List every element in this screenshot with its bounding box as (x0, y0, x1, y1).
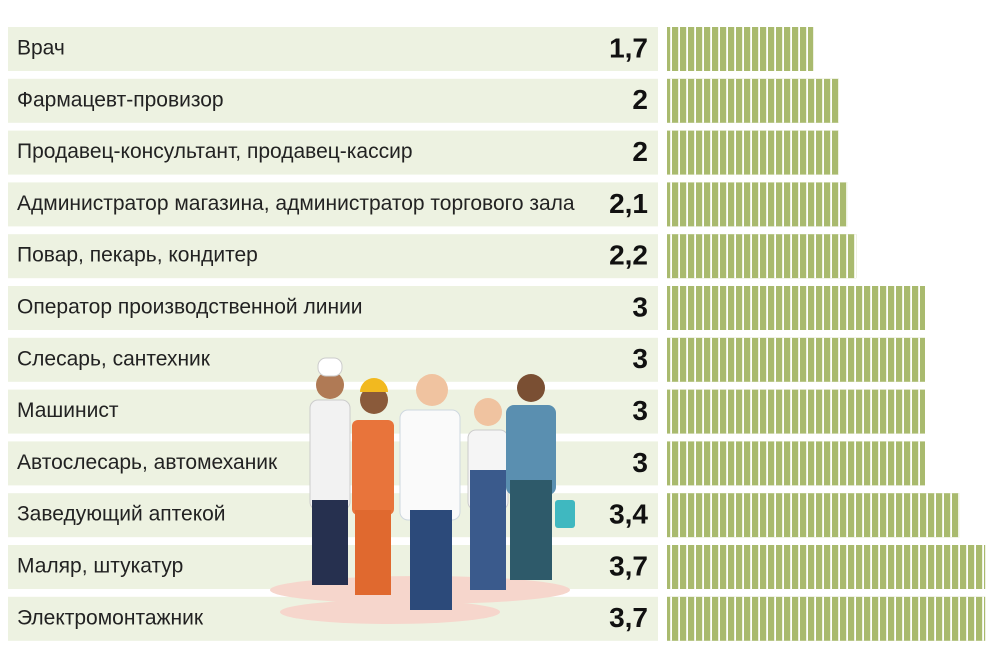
row-background (8, 27, 658, 71)
bar-stripes (667, 27, 814, 71)
category-label: Маляр, штукатур (17, 555, 183, 578)
value-label: 3,7 (609, 550, 648, 581)
bar-stripes (667, 337, 925, 382)
row-background (8, 234, 658, 279)
bar-stripes (667, 130, 839, 175)
value-label: 2 (632, 84, 648, 115)
bar-stripes (667, 441, 925, 486)
bar-stripes (667, 493, 960, 538)
bar-stripes (667, 234, 857, 279)
value-label: 2,2 (609, 240, 648, 271)
bar-stripes (667, 545, 986, 589)
row-background (8, 182, 658, 227)
category-label: Фармацевт-провизор (17, 88, 224, 111)
category-label: Администратор магазина, администратор то… (17, 192, 575, 215)
category-label: Заведующий аптекой (17, 503, 226, 526)
category-label: Врач (17, 37, 65, 60)
value-label: 3 (632, 291, 648, 322)
category-label: Машинист (17, 399, 119, 422)
value-label: 3 (632, 395, 648, 426)
value-label: 3 (632, 447, 648, 478)
bar-stripes (667, 389, 925, 434)
bar-stripes (667, 596, 986, 641)
row-background (8, 286, 658, 330)
row-background (8, 78, 658, 123)
row-background (8, 130, 658, 175)
value-label: 3,7 (609, 602, 648, 633)
category-label: Повар, пекарь, кондитер (17, 244, 258, 267)
bar-stripes (667, 286, 925, 330)
category-label: Оператор производственной линии (17, 296, 363, 319)
category-label: Продавец-консультант, продавец-кассир (17, 140, 413, 163)
bar-stripes (667, 78, 839, 123)
illustration (270, 357, 575, 624)
value-label: 3 (632, 343, 648, 374)
value-label: 3,4 (609, 499, 648, 530)
category-label: Автослесарь, автомеханик (17, 451, 278, 474)
value-label: 2 (632, 136, 648, 167)
bar-stripes (667, 182, 848, 227)
value-label: 1,7 (609, 32, 648, 63)
value-label: 2,1 (609, 188, 648, 219)
category-label: Электромонтажник (17, 606, 204, 629)
category-label: Слесарь, сантехник (17, 347, 211, 370)
